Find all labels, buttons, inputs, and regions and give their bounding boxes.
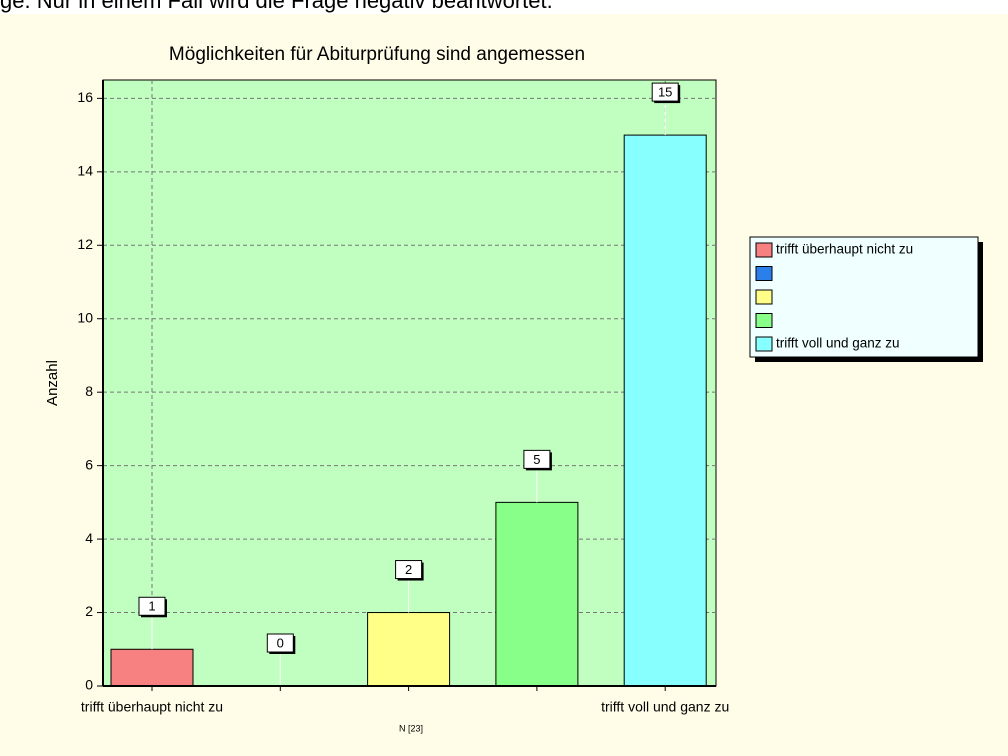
value-label: 0 [277, 635, 284, 650]
legend-swatch [755, 289, 773, 305]
value-label: 15 [658, 85, 672, 100]
legend-label: trifft voll und ganz zu [776, 336, 900, 351]
y-tick-label: 4 [85, 530, 93, 546]
value-label: 1 [148, 599, 155, 614]
label-box [523, 449, 551, 469]
legend-swatch [755, 336, 773, 352]
y-tick-label: 10 [77, 309, 93, 325]
bar [367, 612, 451, 687]
bar [495, 501, 579, 687]
label-box [651, 82, 679, 102]
x-tick-label: trifft voll und ganz zu [601, 699, 729, 715]
bar [623, 134, 707, 687]
legend-swatch [755, 313, 773, 328]
y-tick-label: 0 [85, 677, 93, 693]
x-tick-label: trifft überhaupt nicht zu [81, 699, 223, 715]
y-tick-label: 8 [85, 383, 93, 399]
note: N [23] [399, 723, 423, 733]
label-box [395, 560, 423, 580]
value-label: 2 [405, 562, 412, 577]
y-tick-label: 16 [77, 89, 93, 105]
label-box [266, 633, 294, 653]
y-tick-label: 12 [77, 236, 93, 252]
legend-swatch [755, 242, 773, 258]
legend-swatch [755, 266, 773, 281]
value-label: 5 [533, 452, 540, 467]
legend-label: trifft überhaupt nicht zu [776, 242, 913, 257]
y-tick-label: 2 [85, 603, 93, 619]
plot-area [102, 79, 717, 687]
header-text: ge. Nur in einem Fall wird die Frage neg… [0, 0, 553, 13]
header-strip [0, 0, 1008, 14]
chart-title: Möglichkeiten für Abiturprüfung sind ang… [169, 44, 585, 65]
y-tick-label: 6 [85, 456, 93, 472]
legend [749, 236, 979, 358]
bar [110, 648, 194, 687]
y-axis-label: Anzahl [44, 360, 61, 406]
label-box [138, 596, 166, 616]
y-tick-label: 14 [77, 163, 93, 179]
